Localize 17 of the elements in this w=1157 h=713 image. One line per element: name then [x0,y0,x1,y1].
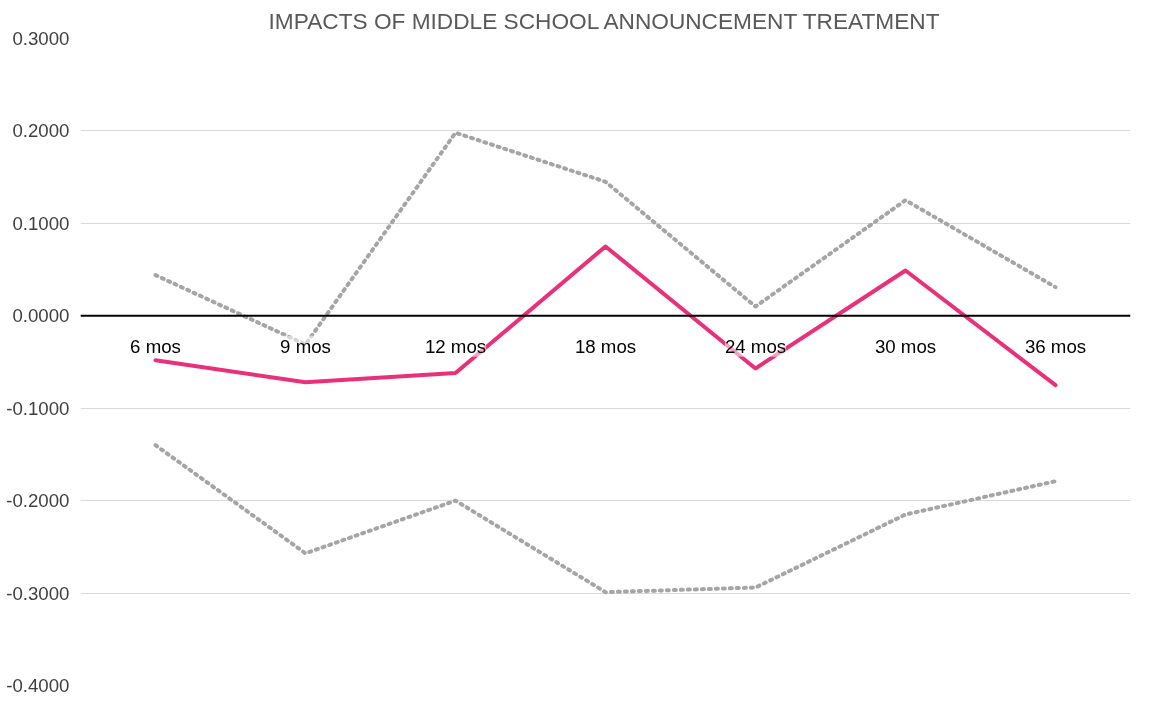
x-tick-label: 18 mos [574,335,637,357]
y-tick-label: 0.2000 [12,120,70,142]
x-tick-label: 6 mos [130,335,181,357]
y-tick-label: -0.1000 [6,397,70,419]
x-tick-label: 9 mos [280,335,331,357]
y-tick-label: 0.0000 [12,305,70,327]
line-series [153,443,1058,595]
y-tick-label: -0.3000 [6,582,70,604]
x-tick-label: 24 mos [724,335,787,357]
y-tick-label: -0.2000 [6,490,70,512]
x-tick-label: 12 mos [424,335,487,357]
chart-title: IMPACTS OF MIDDLE SCHOOL ANNOUNCEMENT TREATMENT [268,7,940,34]
y-tick-label: 0.1000 [12,212,70,234]
x-tick-label: 30 mos [874,335,937,357]
y-tick-label: 0.3000 [12,28,70,49]
x-tick-label: 36 mos [1024,335,1087,357]
y-tick-label: -0.4000 [6,675,70,696]
